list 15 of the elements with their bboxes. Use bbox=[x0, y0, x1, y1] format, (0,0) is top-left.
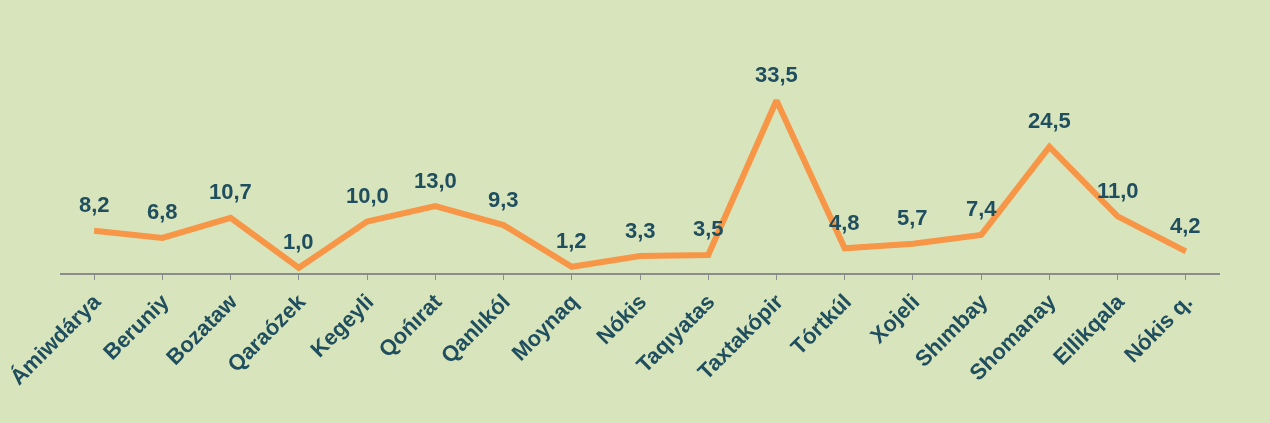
data-label: 10,7 bbox=[209, 179, 252, 204]
data-label: 9,3 bbox=[488, 187, 519, 212]
data-label: 8,2 bbox=[79, 192, 110, 217]
data-label: 11,0 bbox=[1097, 178, 1139, 203]
data-label: 3,3 bbox=[625, 218, 656, 243]
data-label: 13,0 bbox=[414, 168, 457, 193]
data-label: 1,0 bbox=[283, 229, 314, 254]
data-label: 10,0 bbox=[346, 183, 389, 208]
data-label: 5,7 bbox=[897, 205, 928, 230]
data-label: 33,5 bbox=[755, 62, 798, 87]
data-label: 1,2 bbox=[556, 228, 587, 253]
data-label: 6,8 bbox=[147, 199, 178, 224]
data-label: 7,4 bbox=[966, 196, 998, 221]
data-label: 4,2 bbox=[1170, 213, 1201, 238]
data-label: 24,5 bbox=[1028, 108, 1071, 133]
